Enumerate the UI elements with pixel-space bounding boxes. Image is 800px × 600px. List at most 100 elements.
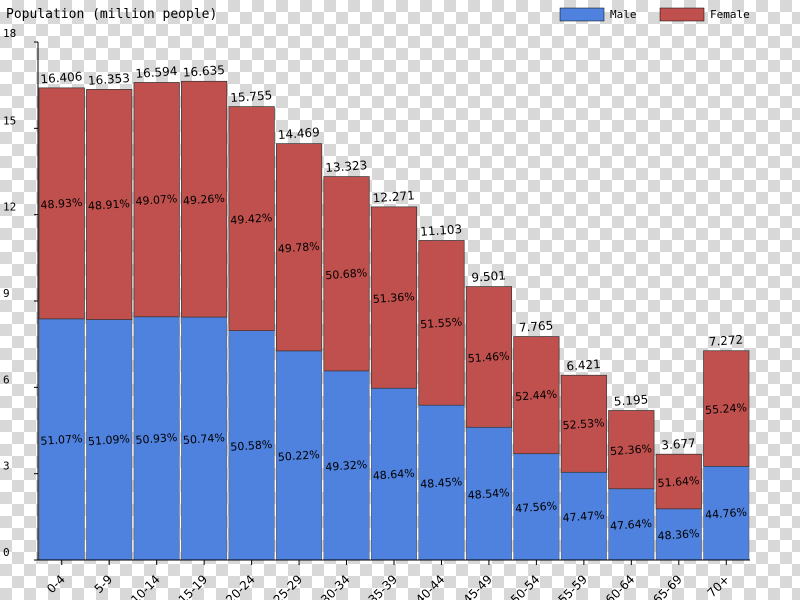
total-label-70+: 7.272 <box>708 333 743 349</box>
male-pct-60-64: 47.64% <box>610 517 653 533</box>
x-tick-label-25-29: 25-29 <box>271 572 306 600</box>
male-pct-45-49: 48.54% <box>467 486 510 502</box>
bar-female-45-49 <box>465 286 513 428</box>
total-label-20-24: 15.755 <box>230 88 273 105</box>
total-label-50-54: 7.765 <box>518 318 553 334</box>
bar-female-15-19 <box>181 80 228 318</box>
x-tick-label-10-14: 10-14 <box>128 572 163 600</box>
total-label-30-34: 13.323 <box>325 158 368 175</box>
female-pct-40-44: 51.55% <box>420 315 463 331</box>
female-pct-0-4: 48.93% <box>40 196 83 212</box>
bar-male-35-39 <box>371 387 417 561</box>
male-pct-70+: 44.76% <box>705 506 748 522</box>
bars <box>38 80 750 561</box>
male-pct-25-29: 50.22% <box>277 448 320 464</box>
y-axis: 0 3 6 9 12 15 18 <box>3 27 39 561</box>
bar-female-0-4 <box>38 87 85 320</box>
male-pct-50-54: 47.56% <box>515 499 558 515</box>
total-label-55-59: 6.421 <box>566 357 601 373</box>
female-pct-5-9: 48.91% <box>88 197 131 213</box>
total-label-0-4: 16.406 <box>40 69 83 86</box>
male-pct-0-4: 51.07% <box>40 432 83 448</box>
bar-male-40-44 <box>418 404 465 561</box>
female-pct-50-54: 52.44% <box>515 388 558 404</box>
y-tick-label: 18 <box>3 27 16 40</box>
total-label-40-44: 11.103 <box>420 222 463 239</box>
bar-female-30-34 <box>323 176 370 372</box>
x-tick-label-50-54: 50-54 <box>508 572 543 600</box>
y-tick-label: 9 <box>3 287 10 300</box>
total-label-10-14: 16.594 <box>135 64 178 81</box>
x-axis: 0-4 5-9 10-14 15-19 20-24 25-29 30-34 35-39 40-4… <box>38 559 750 600</box>
x-tick-label-70+: 70+ <box>705 572 733 600</box>
x-tick-label-40-44: 40-44 <box>413 572 448 600</box>
bar-male-55-59 <box>560 472 607 561</box>
x-tick-label-45-49: 45-49 <box>460 572 495 600</box>
bar-male-30-34 <box>323 370 370 561</box>
x-tick-label-55-59: 55-59 <box>555 572 590 600</box>
male-pct-30-34: 49.32% <box>325 458 368 474</box>
bar-male-10-14 <box>133 316 180 561</box>
bar-male-70+ <box>703 466 750 561</box>
female-pct-45-49: 51.46% <box>467 349 510 365</box>
male-pct-20-24: 50.58% <box>230 438 273 454</box>
female-pct-70+: 55.24% <box>705 401 748 417</box>
bar-female-55-59 <box>560 374 607 473</box>
x-tick-label-65-69: 65-69 <box>650 572 685 600</box>
legend: Male Female <box>559 7 750 22</box>
x-tick-label-15-19: 15-19 <box>176 572 211 600</box>
legend-label-female: Female <box>710 8 750 21</box>
y-tick-label: 0 <box>3 546 10 559</box>
bar-male-60-64 <box>608 488 655 561</box>
male-pct-35-39: 48.64% <box>372 467 415 483</box>
total-label-15-19: 16.635 <box>182 63 225 80</box>
bar-female-65-69 <box>655 453 702 510</box>
bar-male-50-54 <box>513 453 560 561</box>
y-tick-label: 12 <box>3 201 16 214</box>
bar-male-65-69 <box>655 508 702 561</box>
legend-swatch-female <box>659 7 705 22</box>
female-pct-30-34: 50.68% <box>325 266 368 282</box>
x-tick-label-60-64: 60-64 <box>603 572 638 600</box>
y-tick-label: 15 <box>3 114 16 127</box>
male-pct-15-19: 50.74% <box>183 431 226 447</box>
x-tick-label-35-39: 35-39 <box>366 572 401 600</box>
female-pct-55-59: 52.53% <box>562 416 605 432</box>
bar-female-50-54 <box>513 336 560 455</box>
female-pct-65-69: 51.64% <box>657 474 700 490</box>
bar-female-40-44 <box>418 240 465 406</box>
bar-female-10-14 <box>133 82 180 318</box>
bar-male-0-4 <box>38 318 85 561</box>
bar-female-20-24 <box>228 106 275 332</box>
female-pct-10-14: 49.07% <box>135 192 178 208</box>
x-tick-label-5-9: 5-9 <box>92 572 116 596</box>
bar-male-45-49 <box>465 427 512 561</box>
x-tick-label-30-34: 30-34 <box>318 572 353 600</box>
legend-label-male: Male <box>610 8 637 21</box>
data-labels: 16.406 48.93% 51.07% 16.353 48.91% 51.09% 16.5… <box>40 63 747 543</box>
bar-male-25-29 <box>276 350 323 561</box>
female-pct-25-29: 49.78% <box>277 240 320 256</box>
x-tick-label-0-4: 0-4 <box>44 572 68 596</box>
bar-female-70+ <box>703 350 750 467</box>
bar-female-60-64 <box>608 410 655 490</box>
x-tick-label-20-24: 20-24 <box>223 572 258 600</box>
bar-female-35-39 <box>370 206 418 389</box>
female-pct-20-24: 49.42% <box>230 211 273 227</box>
bar-female-5-9 <box>86 89 133 320</box>
y-tick-label: 3 <box>3 460 10 473</box>
total-label-25-29: 14.469 <box>277 125 320 142</box>
total-label-35-39: 12.271 <box>372 188 415 205</box>
female-pct-35-39: 51.36% <box>372 290 415 306</box>
male-pct-10-14: 50.93% <box>135 431 178 447</box>
legend-swatch-male <box>559 7 605 22</box>
male-pct-5-9: 51.09% <box>88 432 131 448</box>
total-label-65-69: 3.677 <box>661 436 696 452</box>
bar-male-5-9 <box>86 319 133 561</box>
female-pct-15-19: 49.26% <box>183 192 226 208</box>
total-label-60-64: 5.195 <box>613 392 648 408</box>
total-label-45-49: 9.501 <box>471 268 506 284</box>
bar-female-25-29 <box>275 143 323 352</box>
female-pct-60-64: 52.36% <box>610 442 653 458</box>
chart-title: Population (million people) <box>6 7 217 22</box>
